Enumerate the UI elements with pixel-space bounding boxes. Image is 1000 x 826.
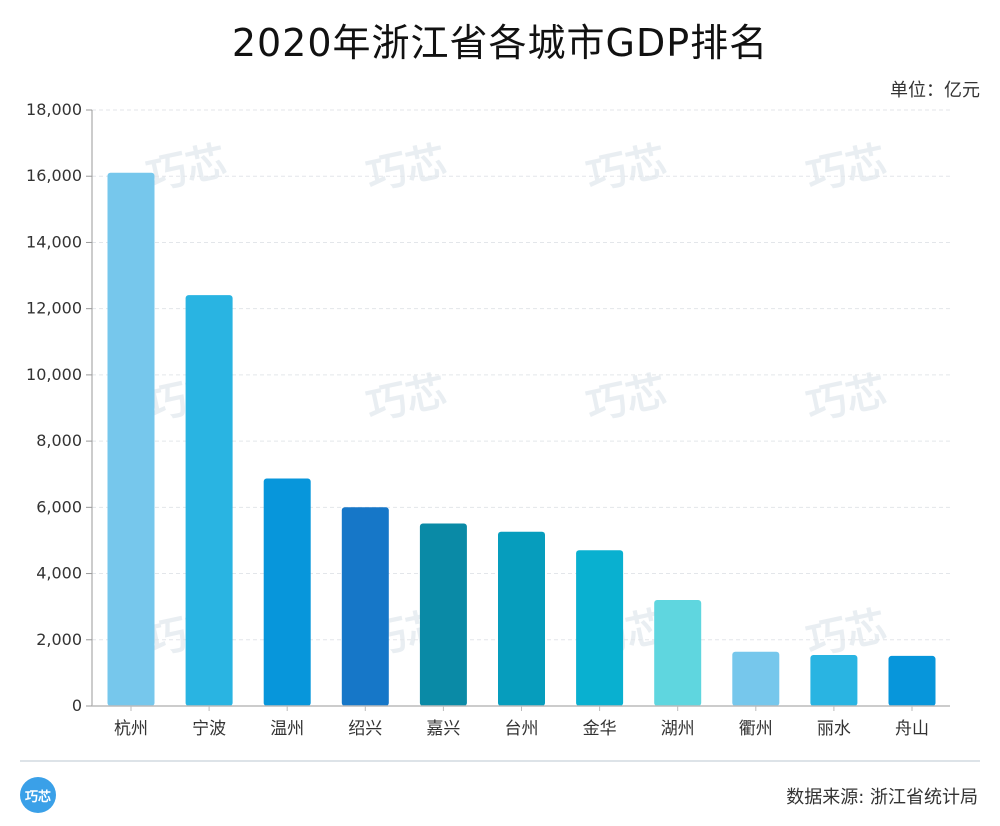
watermark-text: 巧芯 xyxy=(583,138,671,200)
watermark-text: 巧芯 xyxy=(583,368,671,430)
x-tick-label: 绍兴 xyxy=(348,719,382,739)
x-tick-label: 宁波 xyxy=(192,719,226,739)
x-tick-label: 金华 xyxy=(583,719,617,739)
bar-杭州 xyxy=(107,172,155,706)
bar-舟山 xyxy=(888,655,936,706)
watermark-text: 巧芯 xyxy=(363,368,451,430)
x-tick-label: 衢州 xyxy=(739,718,773,739)
watermark-text: 巧芯 xyxy=(143,138,231,200)
watermark-text: 巧芯 xyxy=(803,368,891,430)
unit-label: 单位：亿元 xyxy=(890,80,980,101)
brand-logo: 巧芯 xyxy=(20,777,56,813)
watermark-text: 巧芯 xyxy=(803,138,891,200)
x-tick-label: 舟山 xyxy=(895,719,929,739)
x-tick-label: 杭州 xyxy=(114,719,148,739)
y-tick-label: 14,000 xyxy=(26,232,82,251)
y-tick-label: 4,000 xyxy=(36,564,82,583)
y-tick-label: 8,000 xyxy=(36,431,82,450)
y-tick-label: 18,000 xyxy=(26,100,82,119)
source-note: 数据来源: 浙江省统计局 xyxy=(786,787,978,808)
y-tick-label: 0 xyxy=(72,696,82,715)
y-tick-label: 16,000 xyxy=(26,166,82,185)
watermark-text: 巧芯 xyxy=(363,138,451,200)
bar-丽水 xyxy=(810,655,858,706)
x-tick-label: 台州 xyxy=(505,719,539,739)
bar-chart: 巧芯巧芯巧芯巧芯巧芯巧芯巧芯巧芯巧芯巧芯巧芯巧芯 02,0004,0006,00… xyxy=(26,100,950,739)
x-tick-label: 嘉兴 xyxy=(426,719,460,739)
y-tick-label: 10,000 xyxy=(26,365,82,384)
bar-温州 xyxy=(263,478,311,706)
bar-湖州 xyxy=(654,600,702,706)
bar-宁波 xyxy=(185,295,233,706)
x-axis: 杭州 宁波 温州 绍兴 嘉兴 台州 金华 湖州 衢州 丽水 舟山 xyxy=(92,705,950,739)
y-tick-label: 2,000 xyxy=(36,630,82,649)
y-axis: 0 2,000 4,000 6,000 8,000 10,000 12,000 14,000 1… xyxy=(26,100,93,715)
bars xyxy=(107,172,936,706)
x-tick-label: 湖州 xyxy=(661,719,695,739)
x-tick-label: 丽水 xyxy=(817,719,851,739)
bar-台州 xyxy=(498,531,545,706)
bar-金华 xyxy=(576,550,624,706)
y-tick-label: 6,000 xyxy=(36,497,82,516)
bar-衢州 xyxy=(732,651,780,706)
bar-嘉兴 xyxy=(419,523,467,706)
x-tick-label: 温州 xyxy=(270,719,304,739)
y-tick-label: 12,000 xyxy=(26,299,82,318)
bar-绍兴 xyxy=(341,507,389,706)
chart-title: 2020年浙江省各城市GDP排名 xyxy=(231,21,769,65)
footer-divider xyxy=(20,760,980,762)
